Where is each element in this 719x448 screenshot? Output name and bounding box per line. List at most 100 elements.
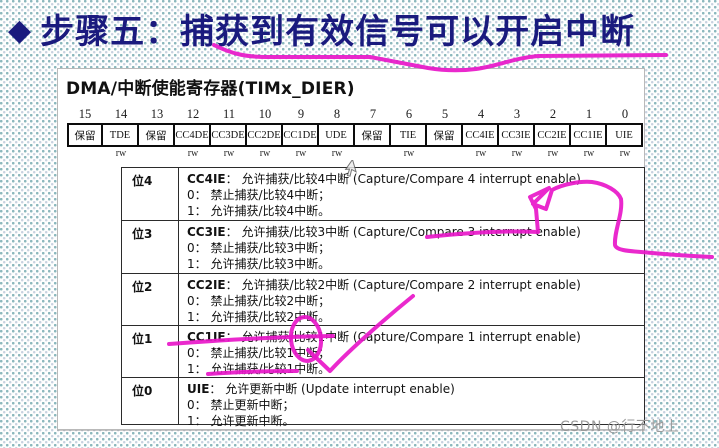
bit-number: 9 xyxy=(297,107,305,121)
bit-column: 10 CC2DE rw xyxy=(245,106,283,160)
bit-column: 3 CC3IE rw xyxy=(497,106,535,160)
bit-name-cell: 保留 xyxy=(425,123,463,147)
bit-access: rw xyxy=(403,148,415,159)
bit-field-name: CC4IE xyxy=(187,172,226,186)
bit-field-name: UIE xyxy=(187,382,210,396)
description-row: 位3 CC3IE： 允许捕获/比较3中断 (Capture/Compare 3 … xyxy=(122,221,644,274)
bit-label: 位0 xyxy=(122,378,179,424)
bit-name-cell: TDE xyxy=(101,123,139,147)
bit-name-cell: 保留 xyxy=(353,123,391,147)
bit-column: 9 CC1DE rw xyxy=(281,106,319,160)
bit-name-cell: TIE xyxy=(389,123,427,147)
option-0-line: 0： 禁止捕获/比较1中断； xyxy=(187,346,331,360)
bit-access xyxy=(355,147,391,160)
bit-number: 12 xyxy=(186,107,200,121)
bit-access: rw xyxy=(115,148,127,159)
bit-name-cell: CC3IE xyxy=(497,123,535,147)
bit-number: 3 xyxy=(513,107,521,121)
bit-field-table: 15 保留 14 TDE rw 13 保留 12 CC4DE rw 11 CC3… xyxy=(67,106,645,160)
bit-access xyxy=(427,147,463,160)
bit-name-cell: UDE xyxy=(317,123,355,147)
bit-label: 位2 xyxy=(122,274,179,325)
bit-number: 10 xyxy=(258,107,272,121)
bit-column: 11 CC3DE rw xyxy=(209,106,247,160)
description-line: UIE： 允许更新中断 (Update interrupt enable) xyxy=(187,381,644,397)
bit-name-cell: CC1IE xyxy=(569,123,607,147)
bit-description: CC2IE： 允许捕获/比较2中断 (Capture/Compare 2 int… xyxy=(179,274,644,325)
bit-access xyxy=(67,147,103,160)
description-line: CC4IE： 允许捕获/比较4中断 (Capture/Compare 4 int… xyxy=(187,171,644,187)
bit-field-desc: ： 允许捕获/比较4中断 (Capture/Compare 4 interrup… xyxy=(225,172,581,186)
bit-column: 5 保留 xyxy=(425,106,463,160)
bit-description: CC1IE： 允许捕获/比较1中断 (Capture/Compare 1 int… xyxy=(179,326,644,377)
bit-number: 1 xyxy=(585,107,593,121)
bit-description-table: 位4 CC4IE： 允许捕获/比较4中断 (Capture/Compare 4 … xyxy=(121,167,645,428)
bit-column: 2 CC2IE rw xyxy=(533,106,571,160)
bit-access: rw xyxy=(331,148,343,159)
bit-name-cell: 保留 xyxy=(67,123,103,147)
bit-column: 14 TDE rw xyxy=(101,106,139,160)
option-1-line: 1： 允许捕获/比较2中断。 xyxy=(187,310,331,324)
bit-label: 位4 xyxy=(122,168,179,220)
bit-access: rw xyxy=(583,148,595,159)
bit-column: 15 保留 xyxy=(67,106,103,160)
bit-access: rw xyxy=(187,148,199,159)
bit-access: rw xyxy=(223,148,235,159)
bit-number: 14 xyxy=(114,107,128,121)
bit-number: 7 xyxy=(369,107,377,121)
bit-number: 8 xyxy=(333,107,341,121)
option-0-line: 0： 禁止捕获/比较4中断； xyxy=(187,188,331,202)
description-line: CC1IE： 允许捕获/比较1中断 (Capture/Compare 1 int… xyxy=(187,329,644,345)
bit-column: 1 CC1IE rw xyxy=(569,106,607,160)
bit-label: 位3 xyxy=(122,221,179,273)
description-row: 位2 CC2IE： 允许捕获/比较2中断 (Capture/Compare 2 … xyxy=(122,274,644,326)
bit-number: 2 xyxy=(549,107,557,121)
bit-field-desc: ： 允许捕获/比较3中断 (Capture/Compare 3 interrup… xyxy=(225,225,581,239)
bit-number: 4 xyxy=(477,107,485,121)
description-row: 位0 UIE： 允许更新中断 (Update interrupt enable)… xyxy=(122,378,644,428)
bit-name-cell: CC1DE xyxy=(281,123,319,147)
bit-column: 6 TIE rw xyxy=(389,106,427,160)
watermark: CSDN @行不地上 xyxy=(560,419,680,435)
bit-column: 13 保留 xyxy=(137,106,175,160)
option-1-line: 1： 允许捕获/比较1中断。 xyxy=(187,362,331,376)
bit-access: rw xyxy=(511,148,523,159)
bit-label: 位1 xyxy=(122,326,179,377)
bit-field-desc: ： 允许更新中断 (Update interrupt enable) xyxy=(209,382,455,396)
bit-description: CC3IE： 允许捕获/比较3中断 (Capture/Compare 3 int… xyxy=(179,221,644,273)
mouse-cursor-icon xyxy=(344,160,357,177)
bit-field-name: CC3IE xyxy=(187,225,226,239)
option-1-line: 1： 允许捕获/比较3中断。 xyxy=(187,257,331,271)
slide-title: ◆ 步骤五：捕获到有效信号可以开启中断 xyxy=(8,4,714,53)
bit-name-cell: 保留 xyxy=(137,123,175,147)
bit-number: 11 xyxy=(222,107,236,121)
bit-number: 6 xyxy=(405,107,413,121)
bit-number: 0 xyxy=(621,107,629,121)
bit-field-name: CC2IE xyxy=(187,278,226,292)
bit-column: 0 UIE rw xyxy=(605,106,643,160)
bit-field-name: CC1IE xyxy=(187,330,226,344)
bit-column: 12 CC4DE rw xyxy=(173,106,211,160)
bit-column: 8 UDE rw xyxy=(317,106,355,160)
option-0-line: 0： 禁止更新中断； xyxy=(187,398,295,412)
bit-number: 5 xyxy=(441,107,449,121)
bit-access: rw xyxy=(475,148,487,159)
bit-number: 15 xyxy=(78,107,92,121)
bit-name-cell: CC3DE xyxy=(209,123,247,147)
bit-name-cell: CC4DE xyxy=(173,123,211,147)
bit-name-cell: CC2IE xyxy=(533,123,571,147)
bit-name-cell: UIE xyxy=(605,123,643,147)
slide-title-text: 步骤五：捕获到有效信号可以开启中断 xyxy=(40,12,636,52)
option-0-line: 0： 禁止捕获/比较2中断； xyxy=(187,294,331,308)
diamond-bullet-icon: ◆ xyxy=(8,13,33,48)
bit-description: CC4IE： 允许捕获/比较4中断 (Capture/Compare 4 int… xyxy=(179,168,644,220)
bit-name-cell: CC4IE xyxy=(461,123,499,147)
description-row: 位1 CC1IE： 允许捕获/比较1中断 (Capture/Compare 1 … xyxy=(122,326,644,378)
description-row: 位4 CC4IE： 允许捕获/比较4中断 (Capture/Compare 4 … xyxy=(122,168,644,221)
option-1-line: 1： 允许捕获/比较4中断。 xyxy=(187,204,331,218)
bit-number: 13 xyxy=(150,107,164,121)
bit-access: rw xyxy=(547,148,559,159)
bit-column: 7 保留 xyxy=(353,106,391,160)
bit-column: 4 CC4IE rw xyxy=(461,106,499,160)
bit-field-desc: ： 允许捕获/比较1中断 (Capture/Compare 1 interrup… xyxy=(225,330,581,344)
